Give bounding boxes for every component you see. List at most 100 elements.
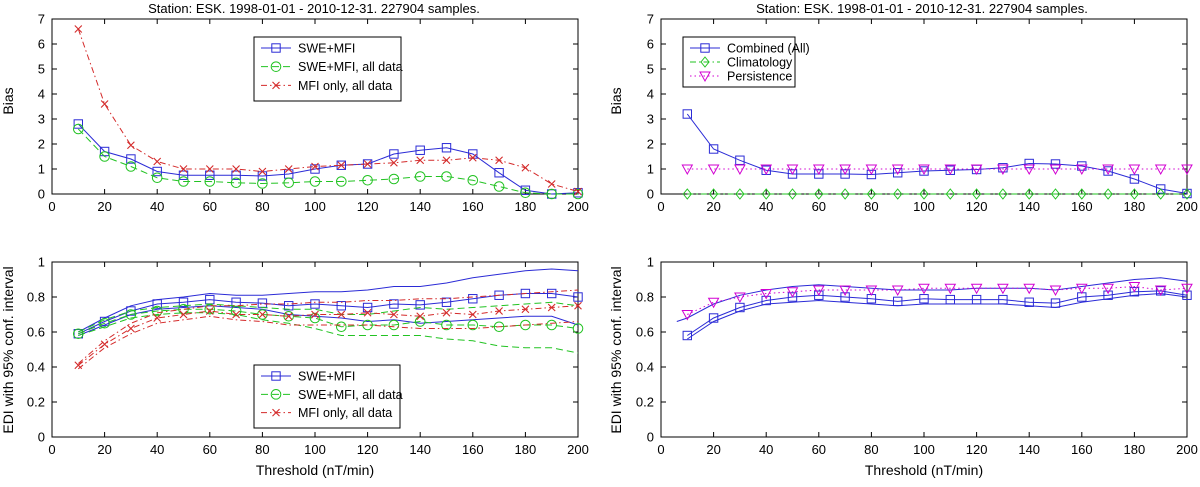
data-point [866,188,877,200]
data-point [1154,164,1167,176]
data-point [179,165,188,173]
data-point [1102,164,1114,176]
data-point [1156,184,1166,194]
x-tick-label: 180 [1124,442,1146,457]
data-point [998,163,1008,173]
x-tick-label: 40 [759,199,773,214]
data-point [1050,188,1061,200]
series-mfi-only-all-data [74,25,582,196]
legend-label: MFI only, all data [298,79,392,93]
series-line [78,268,579,333]
x-tick-label: 20 [97,442,111,457]
x-tick-label: 120 [966,442,988,457]
data-point [442,156,451,165]
data-point [493,181,505,192]
data-point [153,157,162,166]
data-point [311,162,319,171]
data-point [574,187,582,196]
data-point [840,188,850,200]
data-point [547,180,556,188]
x-tick-label: 120 [966,199,988,214]
x-tick-label: 40 [759,442,773,457]
series-line [676,277,1188,322]
data-point [232,165,240,173]
data-point [414,171,426,182]
data-point [1181,164,1193,176]
x-tick-label: 100 [913,199,935,214]
x-tick-label: 100 [304,199,326,214]
data-point [1103,188,1113,200]
x-tick-label: 0 [48,199,55,214]
data-point [708,188,719,200]
legend-label: Combined (All) [727,42,810,56]
legend-label: Persistence [727,70,792,84]
data-point [284,301,294,311]
data-point [205,307,214,315]
x-tick-label: 80 [864,442,878,457]
legend-box [682,36,796,88]
x-tick-label: 20 [97,199,111,214]
data-point [734,292,746,304]
data-point [787,292,798,302]
data-point [812,285,825,297]
data-point [257,178,268,189]
x-tick-label: 180 [515,199,537,214]
data-point [547,288,557,299]
y-tick-label: 7 [647,12,654,27]
data-point [812,164,825,176]
series-combined-all- [682,109,1192,199]
series-line [77,305,579,366]
data-point [204,176,216,187]
data-point [363,160,372,168]
series-mfi-only-all-data-lower [77,315,579,370]
series-line [686,113,1188,194]
data-point [521,305,530,314]
x-tick-label: 180 [1124,199,1146,214]
legend-label: SWE+MFI, all data [298,388,403,402]
data-point [760,289,773,300]
data-point [1075,283,1088,295]
panel-top-right: Station: ESK. 1998-01-01 - 2010-12-31. 2… [608,1,1198,214]
data-point [126,154,136,164]
data-point [231,170,241,180]
data-point [1023,164,1036,176]
x-tick-label: 80 [864,199,878,214]
data-point [152,166,162,177]
data-point [468,153,477,162]
data-point [1024,158,1034,169]
data-point [362,302,373,313]
data-point [997,164,1009,176]
data-point [1103,290,1113,300]
data-point [866,169,877,180]
x-tick-label: 60 [203,199,217,214]
data-point [970,164,983,176]
data-point [336,321,347,333]
data-point [127,324,135,333]
data-point [708,313,719,323]
y-tick-label: 0 [38,430,45,445]
x-tick-label: 140 [1018,442,1040,457]
x-tick-label: 200 [1176,199,1198,214]
data-point [787,169,798,179]
data-point [232,310,240,319]
legend-marker [272,81,280,90]
data-point [840,169,850,179]
x-tick-label: 0 [48,442,55,457]
data-point [734,164,746,176]
series-mfi-only-all-data-upper [77,289,579,364]
data-point [100,100,109,108]
data-point [919,294,929,304]
data-point [707,164,720,176]
legend-marker [699,71,711,83]
series-line [77,28,579,192]
plot-area: 0 20 40 60 80 100 120 140 160 180 200 0 0.2 0.4 0.6 0.8… [27,255,589,458]
x-tick-label: 200 [567,199,589,214]
data-point [944,283,957,295]
data-point [284,312,293,321]
data-point [1023,283,1036,295]
data-point [681,310,694,321]
y-tick-label: 0.4 [27,360,45,375]
series-swe-mfi-all-data [73,303,584,340]
axes-frame [660,261,1188,438]
series-swe-mfi-all-data [73,123,584,200]
